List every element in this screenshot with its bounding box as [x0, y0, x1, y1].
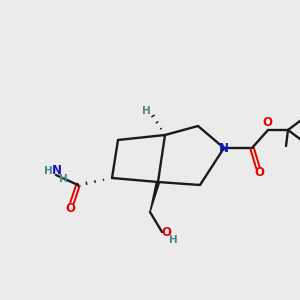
- Text: N: N: [219, 142, 229, 154]
- Text: H: H: [44, 166, 52, 176]
- Text: H: H: [58, 174, 68, 184]
- Text: O: O: [161, 226, 171, 238]
- Text: N: N: [52, 164, 62, 178]
- Polygon shape: [150, 182, 160, 212]
- Text: H: H: [142, 106, 150, 116]
- Text: H: H: [169, 235, 177, 245]
- Text: O: O: [65, 202, 75, 214]
- Text: O: O: [262, 116, 272, 130]
- Text: O: O: [254, 167, 264, 179]
